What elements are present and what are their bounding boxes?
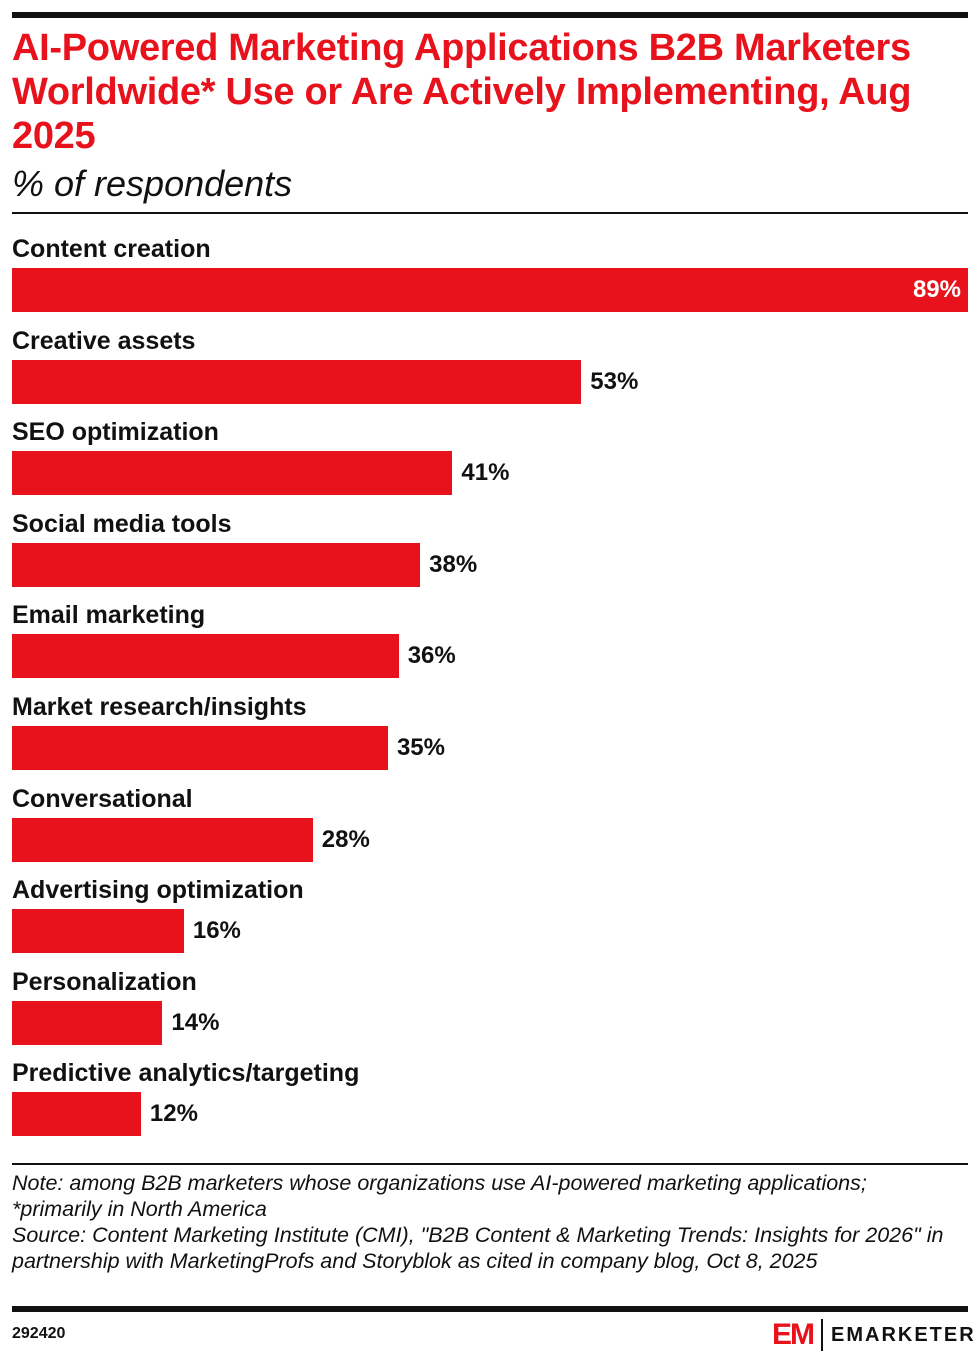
chart-subtitle: % of respondents bbox=[12, 163, 293, 204]
category-label: Market research/insights bbox=[12, 693, 307, 721]
bar bbox=[12, 542, 421, 587]
note-text: Note: among B2B marketers whose organiza… bbox=[12, 1171, 867, 1221]
category-label: Email marketing bbox=[12, 601, 206, 630]
bar bbox=[12, 1092, 141, 1137]
bar bbox=[12, 817, 313, 862]
header-divider bbox=[12, 212, 968, 214]
emarketer-logo: EM EMARKETER bbox=[772, 1318, 976, 1352]
data-label: 53% bbox=[590, 367, 639, 395]
category-label: Personalization bbox=[12, 967, 197, 996]
category-label: Social media tools bbox=[12, 509, 232, 538]
brand-name: EMARKETER bbox=[831, 1323, 976, 1346]
em-logo-icon: EM bbox=[772, 1318, 815, 1351]
data-label: 38% bbox=[429, 550, 478, 578]
data-label: 14% bbox=[171, 1008, 220, 1036]
data-label: 36% bbox=[407, 642, 456, 670]
chart-title: AI-Powered Marketing Applications B2B Ma… bbox=[12, 27, 912, 157]
logo-separator bbox=[821, 1319, 823, 1351]
top-rule bbox=[12, 12, 968, 18]
category-label: Content creation bbox=[12, 235, 211, 263]
bar bbox=[12, 268, 968, 312]
chart-id: 292420 bbox=[12, 1325, 66, 1342]
bar bbox=[12, 634, 399, 679]
category-label: Conversational bbox=[12, 784, 193, 813]
data-label: 35% bbox=[396, 734, 445, 761]
category-label: Advertising optimization bbox=[12, 876, 304, 905]
data-label: 89% bbox=[912, 276, 961, 303]
bar bbox=[12, 359, 582, 404]
bar bbox=[12, 451, 453, 496]
source-text: Source: Content Marketing Institute (CMI… bbox=[12, 1223, 944, 1273]
category-label: SEO optimization bbox=[12, 418, 219, 447]
data-label: 41% bbox=[461, 459, 510, 487]
category-label: Predictive analytics/targeting bbox=[12, 1059, 360, 1088]
bar bbox=[12, 726, 388, 770]
data-label: 12% bbox=[149, 1100, 198, 1128]
data-label: 28% bbox=[321, 825, 370, 853]
notes-divider bbox=[12, 1163, 968, 1165]
data-label: 16% bbox=[192, 917, 241, 945]
bottom-rule bbox=[12, 1306, 968, 1312]
notes: Note: among B2B marketers whose organiza… bbox=[12, 1170, 962, 1274]
bar bbox=[12, 909, 184, 954]
bar bbox=[12, 1000, 163, 1045]
category-label: Creative assets bbox=[12, 326, 196, 355]
